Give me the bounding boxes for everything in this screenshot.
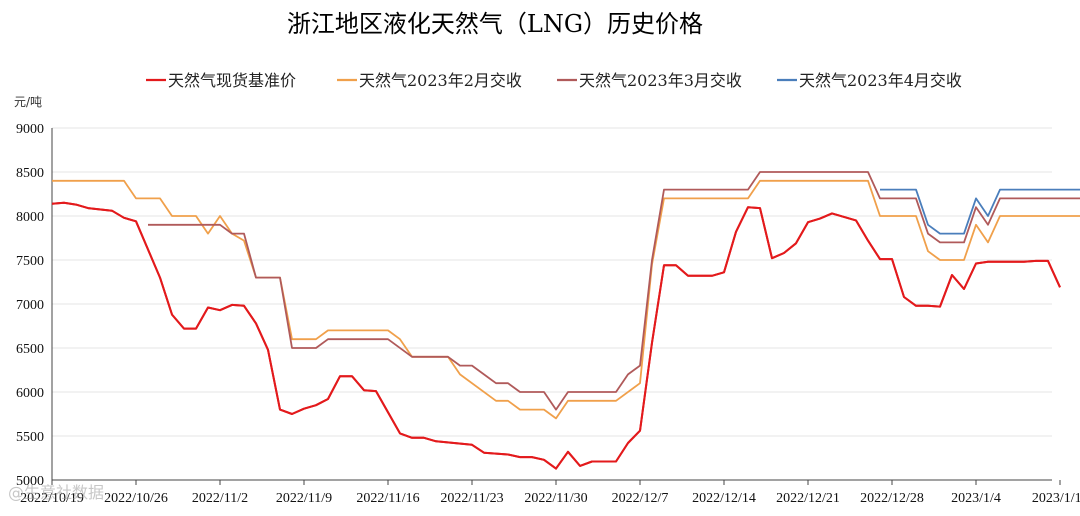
x-tick-label: 2022/12/28 bbox=[860, 491, 924, 506]
x-tick-label: 2022/10/19 bbox=[20, 491, 84, 506]
legend-label-2: 天然气2023年3月交收 bbox=[579, 71, 742, 90]
y-tick-label: 9000 bbox=[16, 122, 44, 137]
y-tick-label: 6000 bbox=[16, 386, 44, 401]
y-tick-label: 8500 bbox=[16, 166, 44, 181]
y-tick-label: 5000 bbox=[16, 474, 44, 489]
series-line-0 bbox=[51, 201, 1061, 470]
series-line-1 bbox=[52, 179, 1080, 420]
x-tick-label: 2022/11/9 bbox=[276, 491, 332, 506]
x-tick-label: 2022/12/21 bbox=[776, 491, 840, 506]
series-line-2 bbox=[148, 171, 1080, 411]
legend-label-3: 天然气2023年4月交收 bbox=[799, 71, 962, 90]
legend-label-0: 天然气现货基准价 bbox=[168, 71, 296, 90]
x-tick-label: 2022/10/26 bbox=[104, 491, 168, 506]
axes: 5000 5500 6000 6500 7000 7500 8000 8500 9000 2022… bbox=[16, 122, 1080, 506]
y-tick-label: 5500 bbox=[16, 430, 44, 445]
y-tick-label: 7000 bbox=[16, 298, 44, 313]
x-tick-label: 2022/12/14 bbox=[692, 491, 756, 506]
series-layer bbox=[51, 171, 1080, 470]
legend: 天然气现货基准价 天然气2023年2月交收 天然气2023年3月交收 天然气2023年… bbox=[146, 71, 962, 90]
y-tick-label: 6500 bbox=[16, 342, 44, 357]
x-tick-label: 2022/12/7 bbox=[612, 491, 669, 506]
series-line-0-top bbox=[51, 201, 1061, 470]
legend-label-1: 天然气2023年2月交收 bbox=[359, 71, 522, 90]
x-tick-label: 2023/1/4 bbox=[951, 491, 1001, 506]
chart-title: 浙江地区液化天然气（LNG）历史价格 bbox=[287, 10, 703, 38]
x-tick-label: 2022/11/16 bbox=[356, 491, 419, 506]
x-tick-label: 2022/11/30 bbox=[524, 491, 587, 506]
y-tick-label: 8000 bbox=[16, 210, 44, 225]
series-line-3 bbox=[880, 188, 1080, 235]
y-tick-label: 7500 bbox=[16, 254, 44, 269]
grid bbox=[52, 127, 1052, 481]
watermark: @生意社数据 bbox=[8, 483, 104, 502]
x-tick-label: 2022/11/2 bbox=[192, 491, 248, 506]
x-tick-label: 2022/11/23 bbox=[440, 491, 503, 506]
y-unit-label: 元/吨 bbox=[14, 95, 42, 109]
x-tick-label: 2023/1/11 bbox=[1032, 491, 1080, 506]
